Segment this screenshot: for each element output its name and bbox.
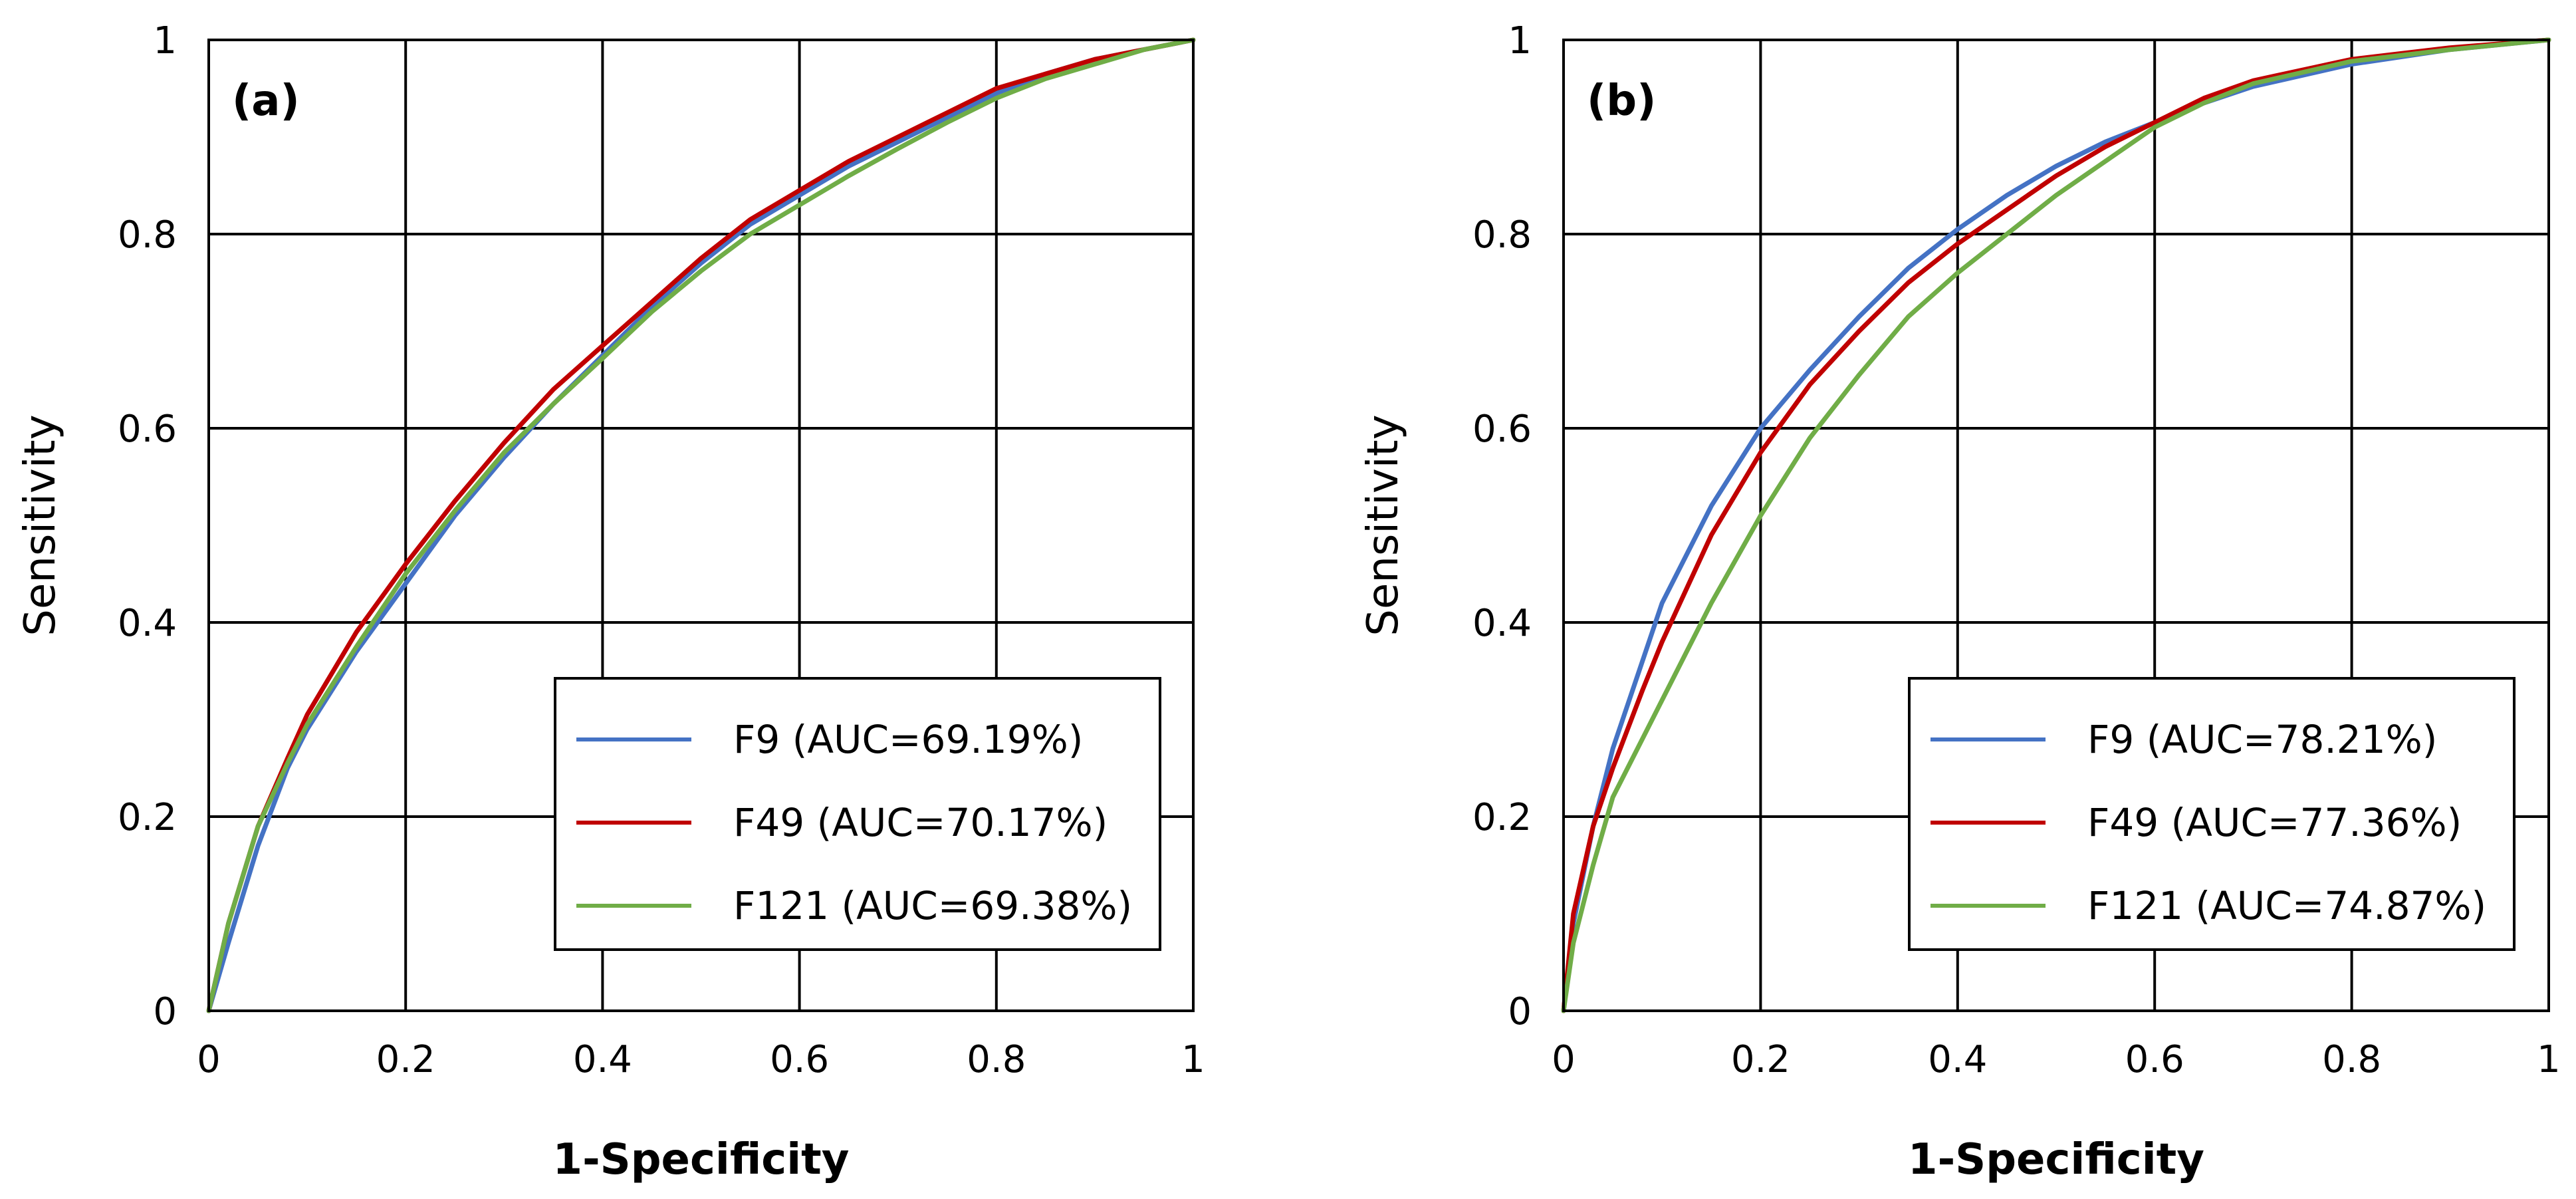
series-line-f121 [206,37,1196,1013]
x-tick-label: 0 [1552,1038,1576,1081]
x-tick-label: 0.8 [2322,1038,2381,1081]
roc-panel-b: 0 0.2 0.4 0.6 0.8 1 0 0.2 0.4 0.6 0.8 1 1-Specificit… [1359,19,2561,1184]
plot-frame [207,39,1195,1012]
series-line-f121 [1561,37,2551,1013]
legend: F9 (AUC=78.21%) F49 (AUC=77.36%) F121 (AUC… [1908,677,2516,951]
legend-entry: F9 (AUC=69.19%) [733,717,1083,762]
x-tick-label: 1 [1181,1038,1205,1081]
x-axis-title: 1-Specificity [553,1135,850,1184]
plot-frame [1562,39,2550,1012]
series-line-f49 [1561,37,2551,1013]
y-tick-label: 0.2 [118,796,177,839]
y-tick-label: 0.8 [1472,213,1532,257]
y-tick-label: 0 [1508,990,1532,1033]
y-tick-label: 1 [1508,19,1532,63]
x-tick-label: 0.2 [376,1038,435,1081]
legend-entry: F121 (AUC=69.38%) [733,883,1132,928]
y-tick-label: 1 [153,19,177,63]
x-tick-label: 0.2 [1731,1038,1790,1081]
y-tick-label: 0.6 [118,408,177,451]
x-tick-label: 0.6 [770,1038,829,1081]
x-tick-label: 0 [197,1038,221,1081]
y-tick-label: 0.2 [1472,796,1532,839]
panel-label: (b) [1587,76,1656,126]
roc-panel-a: 0 0.2 0.4 0.6 0.8 1 0 0.2 0.4 0.6 0.8 1 1-Specificit… [16,19,1205,1184]
panel-label: (a) [232,76,300,126]
x-tick-label: 0.4 [573,1038,632,1081]
x-tick-label: 0.6 [2125,1038,2184,1081]
y-axis-title: Sensitivity [16,414,65,636]
series-line-f49 [206,37,1196,1013]
x-tick-label: 0.4 [1928,1038,1987,1081]
y-tick-label: 0.8 [118,213,177,257]
legend-entry: F121 (AUC=74.87%) [2087,883,2486,928]
y-tick-label: 0.4 [118,602,177,645]
y-tick-label: 0.4 [1472,602,1532,645]
x-tick-label: 1 [2537,1038,2561,1081]
x-tick-label: 0.8 [967,1038,1026,1081]
legend-entry: F49 (AUC=70.17%) [733,800,1108,845]
legend-entry: F9 (AUC=78.21%) [2087,717,2437,762]
legend: F9 (AUC=69.19%) F49 (AUC=70.17%) F121 (AUC… [554,677,1161,951]
x-axis-title: 1-Specificity [1908,1135,2204,1184]
y-axis-title: Sensitivity [1359,414,1408,636]
y-tick-label: 0 [153,990,177,1033]
y-tick-label: 0.6 [1472,408,1532,451]
legend-entry: F49 (AUC=77.36%) [2087,800,2462,845]
